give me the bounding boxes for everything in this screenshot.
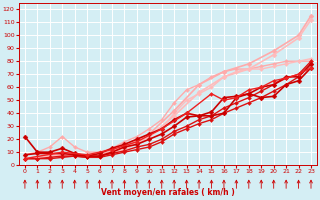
X-axis label: Vent moyen/en rafales ( km/h ): Vent moyen/en rafales ( km/h ) (101, 188, 235, 197)
